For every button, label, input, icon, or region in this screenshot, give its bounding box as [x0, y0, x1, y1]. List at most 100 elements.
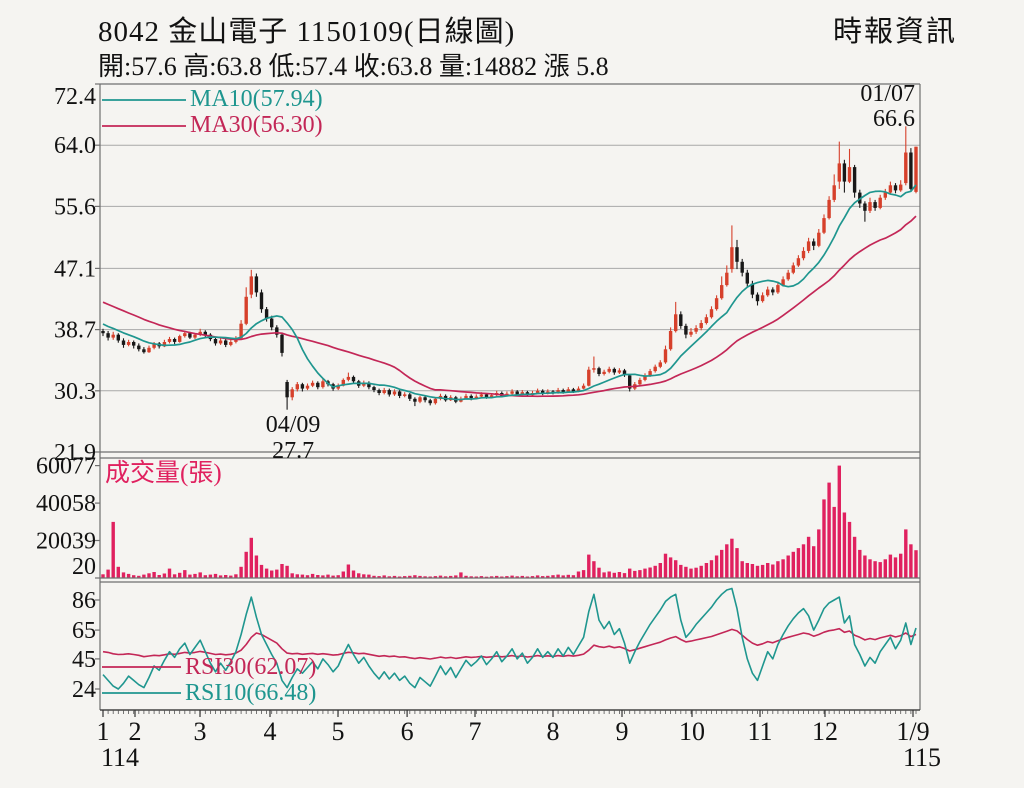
volume-bar [617, 572, 622, 578]
volume-bar [489, 576, 494, 578]
volume-bar [116, 566, 120, 578]
volume-bar [316, 575, 320, 578]
candle-body [259, 292, 264, 310]
volume-bar [121, 572, 126, 578]
candle-body [735, 247, 739, 262]
candle-body [193, 334, 197, 338]
volume-bar [714, 555, 719, 578]
candle-body [638, 379, 642, 385]
candle-body [188, 333, 192, 338]
candle-body [904, 152, 908, 184]
ma10-line [102, 184, 917, 401]
volume-bar [817, 529, 821, 578]
volume-bar [812, 546, 816, 578]
volume-bar [484, 576, 489, 578]
candle-body [377, 390, 381, 393]
candle-body [597, 368, 601, 374]
volume-bar [720, 549, 724, 578]
month-label: 4 [264, 717, 277, 746]
volume-bar [883, 559, 887, 578]
volume-bar [351, 570, 356, 578]
volume-bar [581, 570, 586, 578]
volume-bar [786, 555, 790, 578]
candle-body [413, 398, 417, 402]
candle-body [239, 323, 243, 339]
month-label: 6 [401, 717, 414, 746]
volume-bar [357, 573, 361, 578]
volume-bar [899, 553, 903, 578]
candle-body [433, 398, 438, 404]
volume-bar [346, 564, 351, 578]
volume-bar [254, 555, 259, 578]
candle-body [346, 376, 351, 380]
volume-bar [331, 575, 335, 578]
candle-body [474, 396, 478, 399]
candle-body [714, 298, 719, 310]
volume-bar [587, 554, 591, 578]
month-label: 5 [332, 717, 345, 746]
volume-bar [387, 576, 391, 578]
volume-bar [479, 576, 484, 578]
volume-bar [218, 575, 223, 578]
volume-bar [198, 572, 202, 578]
volume-bar [878, 562, 882, 578]
volume-bar [178, 572, 182, 578]
volume-bar [663, 553, 668, 578]
candle-body [581, 385, 586, 389]
volume-bar [433, 576, 438, 578]
volume-bar [755, 565, 760, 578]
candle-body [556, 390, 560, 393]
volume-bar [622, 573, 627, 578]
candle-body [264, 309, 269, 319]
volume-bar [653, 565, 657, 578]
volume-bar [684, 566, 688, 578]
month-label: 1 [97, 717, 110, 746]
volume-bar [500, 576, 504, 578]
candle-body [341, 379, 345, 386]
candle-body [469, 395, 473, 399]
candle-body [571, 389, 576, 392]
volume-bar [530, 576, 535, 578]
candle-body [280, 334, 284, 353]
volume-bar [781, 559, 785, 578]
volume-bar [377, 576, 381, 578]
candle-body [132, 342, 136, 346]
volume-bar [188, 574, 192, 578]
volume-bar [157, 575, 161, 578]
volume-bar [643, 568, 647, 578]
candle-body [336, 385, 340, 389]
candle-body [812, 241, 816, 246]
candle-body [111, 334, 115, 338]
rsi-tick-label: 24 [72, 677, 96, 703]
candle-body [694, 328, 698, 332]
candle-body [167, 339, 172, 342]
volume-tick-label: 20039 [36, 529, 96, 555]
volume-bar [863, 555, 867, 578]
volume-bar [551, 575, 555, 578]
volume-bar [822, 499, 826, 578]
volume-bar [628, 568, 632, 578]
candle-body [914, 146, 918, 192]
candle-body [796, 258, 801, 266]
volume-bar [535, 575, 540, 578]
volume-bar [172, 574, 177, 578]
year-label-right: 115 [903, 743, 941, 772]
candle-body [791, 265, 795, 273]
volume-bar [203, 575, 207, 578]
volume-bar [280, 564, 284, 578]
volume-bar [132, 575, 136, 578]
volume-bar [438, 575, 443, 578]
low-annotation-date: 04/09 [266, 412, 321, 438]
volume-bar [525, 576, 530, 578]
candle-body [408, 394, 412, 399]
volume-bar [183, 570, 187, 578]
candle-body [106, 333, 110, 338]
candle-body [878, 197, 882, 208]
volume-bar [152, 572, 156, 578]
volume-bar [612, 572, 616, 578]
candle-body [310, 382, 315, 386]
volume-bar [208, 574, 213, 578]
month-label: 3 [194, 717, 207, 746]
candle-body [387, 390, 391, 395]
candle-body [535, 390, 540, 393]
